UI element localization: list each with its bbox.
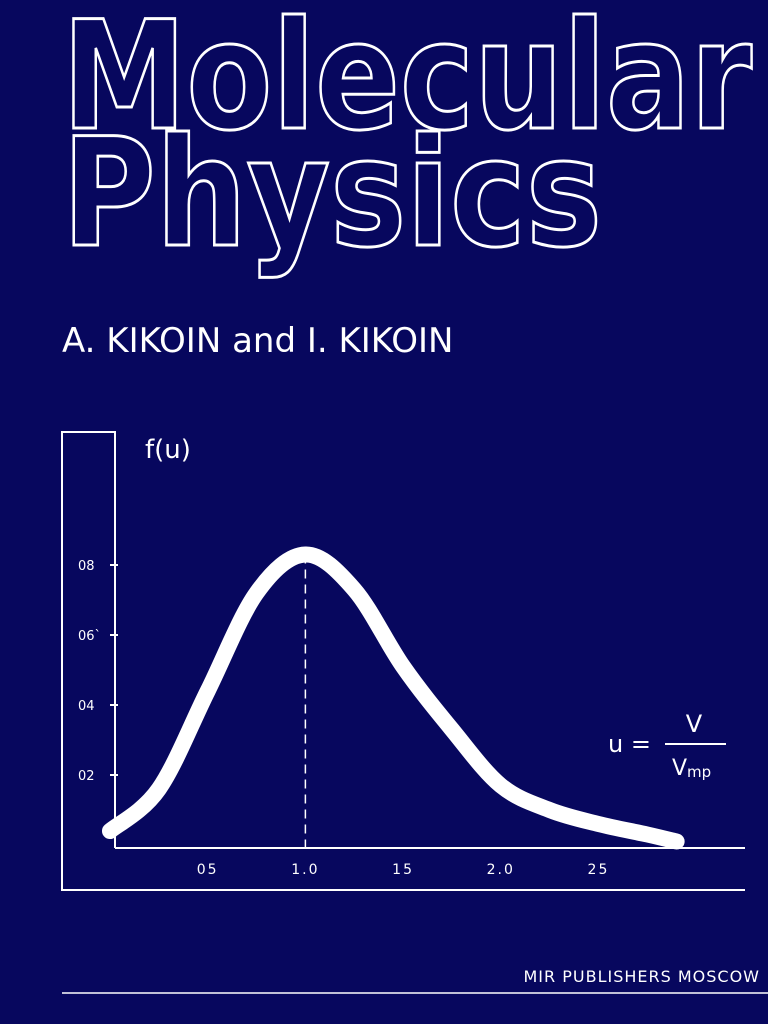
annotation: V [686,710,703,738]
y-tick-label: 02 [78,769,95,784]
y-tick-label: 08 [78,559,95,574]
annotation: V [672,756,687,781]
y-axis-label: f(u) [145,435,191,465]
x-tick-label: 1.0 [291,862,319,878]
y-tick-label: 06` [78,629,101,644]
axis-frame [61,431,745,891]
authors: A. KIKOIN and I. KIKOIN [62,321,453,361]
x-tick-label: 25 [588,862,610,878]
title-line: Physics [62,107,602,281]
annotation: mp [687,763,711,781]
annotation: u = [608,730,651,758]
x-tick-label: 05 [197,862,219,878]
curve [102,546,685,850]
title-line: Molecular [62,0,752,164]
x-tick-label: 15 [392,862,414,878]
publisher: MIR PUBLISHERS MOSCOW [524,967,761,986]
y-tick-label: 04 [78,699,95,714]
x-tick-label: 2.0 [487,862,515,878]
